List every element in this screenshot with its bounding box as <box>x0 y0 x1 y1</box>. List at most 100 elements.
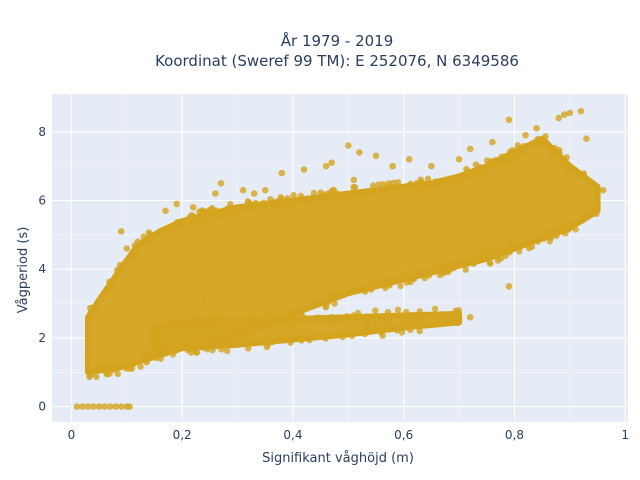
data-point <box>214 313 222 320</box>
data-point <box>330 186 337 194</box>
data-point <box>469 171 476 179</box>
data-point <box>293 320 301 327</box>
data-point <box>140 233 147 240</box>
data-point <box>287 321 294 328</box>
data-point <box>179 222 187 230</box>
data-point <box>356 149 363 156</box>
data-point <box>237 315 244 322</box>
data-point <box>394 306 402 314</box>
data-point <box>357 329 364 337</box>
data-point <box>398 322 405 329</box>
data-point <box>327 195 334 203</box>
x-tick-label: 0,2 <box>173 428 192 442</box>
data-point <box>201 296 208 304</box>
data-point <box>582 210 589 217</box>
data-point <box>561 221 568 229</box>
data-point <box>428 162 435 170</box>
x-axis-title: Signifikant våghöjd (m) <box>262 451 414 466</box>
data-point <box>114 370 121 378</box>
data-point <box>106 283 114 291</box>
data-point <box>192 348 200 356</box>
data-point <box>260 201 268 209</box>
data-point <box>579 215 586 223</box>
data-point <box>524 238 531 245</box>
data-point <box>382 284 389 292</box>
data-point <box>290 202 297 209</box>
data-point <box>103 362 110 369</box>
data-point <box>123 245 131 252</box>
data-point <box>388 187 395 194</box>
data-point <box>488 160 496 168</box>
data-point <box>249 322 257 330</box>
data-point <box>277 334 284 342</box>
data-point <box>384 308 392 316</box>
data-point <box>509 153 516 161</box>
x-tick-label: 0,6 <box>394 428 413 442</box>
y-tick-label: 6 <box>38 193 46 207</box>
data-point <box>551 144 559 152</box>
data-point <box>339 291 347 298</box>
data-point <box>169 351 177 358</box>
data-point <box>365 281 373 289</box>
data-point <box>470 260 477 267</box>
data-point <box>194 313 201 320</box>
data-point <box>463 165 470 173</box>
data-point <box>209 346 216 354</box>
data-point <box>311 297 318 304</box>
data-point <box>141 351 148 359</box>
data-point <box>439 313 446 321</box>
data-point <box>483 166 490 174</box>
data-point <box>274 311 282 319</box>
data-point <box>212 293 219 300</box>
data-point <box>84 351 92 359</box>
data-point <box>349 189 356 196</box>
data-point <box>421 274 428 282</box>
data-point <box>396 189 404 197</box>
data-point <box>543 139 550 146</box>
data-point <box>417 315 424 323</box>
data-point <box>483 254 491 261</box>
data-point <box>322 303 329 310</box>
data-point <box>402 308 410 316</box>
data-point <box>471 253 478 261</box>
data-point <box>250 190 258 197</box>
y-tick-label: 2 <box>38 331 46 345</box>
data-point <box>394 179 402 186</box>
data-point <box>397 282 404 290</box>
data-point <box>111 275 119 282</box>
data-point <box>245 345 252 352</box>
data-point <box>371 278 378 285</box>
data-point <box>379 188 386 195</box>
data-point <box>583 135 590 142</box>
data-point <box>207 316 215 323</box>
data-point <box>475 163 483 171</box>
data-point <box>335 191 343 198</box>
data-point <box>542 133 549 140</box>
data-point <box>345 142 352 149</box>
data-point <box>568 222 576 230</box>
data-point <box>162 207 169 215</box>
data-point <box>577 107 585 115</box>
data-point <box>498 153 505 160</box>
x-tick-label: 1 <box>621 428 629 442</box>
data-point <box>304 304 311 311</box>
data-point <box>578 172 586 180</box>
data-point <box>79 403 86 410</box>
data-point <box>555 114 563 122</box>
data-point <box>452 307 459 314</box>
data-point <box>446 314 453 321</box>
x-tick-label: 0,8 <box>505 428 524 442</box>
data-point <box>566 109 574 117</box>
data-point <box>322 162 330 170</box>
data-point <box>363 193 370 201</box>
data-point <box>393 327 401 334</box>
y-tick-label: 0 <box>38 400 46 414</box>
data-point <box>218 346 225 353</box>
data-point <box>434 316 441 323</box>
data-point <box>322 335 329 342</box>
data-point <box>247 313 254 320</box>
data-point <box>507 243 514 250</box>
x-tick-label: 0,4 <box>283 428 302 442</box>
data-point <box>291 313 298 320</box>
